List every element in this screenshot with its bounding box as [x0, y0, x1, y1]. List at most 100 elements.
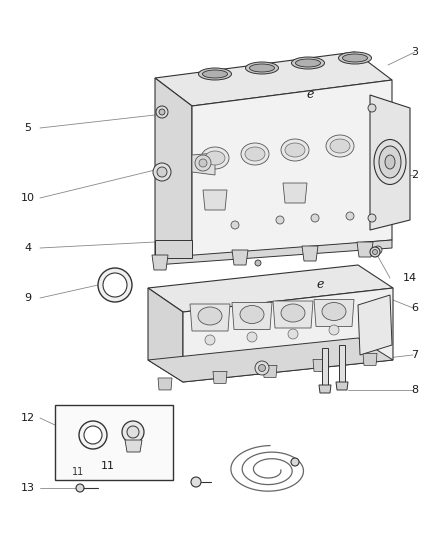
- Text: 14: 14: [403, 273, 417, 283]
- Text: 13: 13: [21, 483, 35, 493]
- Bar: [55, 405, 173, 480]
- Circle shape: [156, 106, 168, 118]
- Ellipse shape: [330, 139, 350, 153]
- Circle shape: [329, 325, 339, 335]
- Text: e: e: [316, 279, 324, 292]
- Ellipse shape: [281, 304, 305, 322]
- Circle shape: [346, 212, 354, 220]
- Polygon shape: [148, 265, 393, 312]
- Ellipse shape: [379, 146, 401, 178]
- Circle shape: [98, 268, 132, 302]
- Polygon shape: [314, 300, 354, 327]
- Ellipse shape: [241, 143, 269, 165]
- Circle shape: [195, 155, 211, 171]
- Polygon shape: [155, 78, 192, 258]
- Ellipse shape: [198, 68, 232, 80]
- Ellipse shape: [322, 303, 346, 320]
- Text: 2: 2: [411, 170, 419, 180]
- Text: 7: 7: [411, 350, 419, 360]
- Polygon shape: [273, 301, 313, 328]
- Ellipse shape: [339, 52, 371, 64]
- Ellipse shape: [292, 57, 325, 69]
- Ellipse shape: [246, 62, 279, 74]
- Ellipse shape: [285, 143, 305, 157]
- Polygon shape: [192, 80, 392, 258]
- Text: 9: 9: [25, 293, 32, 303]
- Text: 10: 10: [21, 193, 35, 203]
- Ellipse shape: [250, 64, 275, 72]
- Polygon shape: [148, 338, 393, 382]
- Text: 5: 5: [25, 123, 32, 133]
- Polygon shape: [155, 240, 192, 258]
- Ellipse shape: [385, 155, 395, 169]
- Polygon shape: [190, 304, 230, 331]
- Text: 4: 4: [25, 243, 32, 253]
- Circle shape: [153, 163, 171, 181]
- Circle shape: [258, 365, 265, 372]
- Ellipse shape: [245, 147, 265, 161]
- Ellipse shape: [198, 307, 222, 325]
- Ellipse shape: [205, 151, 225, 165]
- Polygon shape: [192, 153, 215, 175]
- Text: 11: 11: [101, 461, 115, 471]
- Ellipse shape: [201, 147, 229, 169]
- Circle shape: [127, 426, 139, 438]
- Circle shape: [76, 484, 84, 492]
- Circle shape: [372, 249, 378, 254]
- Polygon shape: [148, 288, 183, 382]
- Polygon shape: [232, 303, 272, 329]
- Circle shape: [247, 332, 257, 342]
- Circle shape: [231, 221, 239, 229]
- Polygon shape: [213, 372, 227, 383]
- Polygon shape: [263, 365, 277, 377]
- Circle shape: [291, 458, 299, 466]
- Polygon shape: [319, 385, 331, 393]
- Text: e: e: [306, 88, 314, 101]
- Circle shape: [374, 246, 382, 254]
- Ellipse shape: [326, 135, 354, 157]
- Text: 3: 3: [411, 47, 418, 57]
- Circle shape: [368, 214, 376, 222]
- Circle shape: [205, 335, 215, 345]
- Polygon shape: [339, 345, 345, 382]
- Circle shape: [370, 247, 380, 257]
- Polygon shape: [302, 246, 318, 261]
- Polygon shape: [152, 255, 168, 270]
- Circle shape: [199, 159, 207, 167]
- Circle shape: [288, 329, 298, 339]
- Circle shape: [276, 216, 284, 224]
- Polygon shape: [313, 359, 327, 372]
- Circle shape: [159, 109, 165, 115]
- Polygon shape: [357, 242, 373, 257]
- Polygon shape: [125, 440, 142, 452]
- Circle shape: [191, 477, 201, 487]
- Circle shape: [311, 214, 319, 222]
- Polygon shape: [336, 382, 348, 390]
- Text: 11: 11: [72, 467, 84, 477]
- Circle shape: [103, 273, 127, 297]
- Ellipse shape: [343, 54, 367, 62]
- Circle shape: [122, 421, 144, 443]
- Polygon shape: [155, 52, 392, 106]
- Text: 6: 6: [411, 303, 418, 313]
- Ellipse shape: [240, 305, 264, 324]
- Ellipse shape: [296, 59, 321, 67]
- Ellipse shape: [374, 140, 406, 184]
- Polygon shape: [370, 95, 410, 230]
- Polygon shape: [363, 353, 377, 365]
- Circle shape: [368, 104, 376, 112]
- Polygon shape: [283, 183, 307, 203]
- Polygon shape: [158, 378, 172, 390]
- Circle shape: [157, 167, 167, 177]
- Circle shape: [84, 426, 102, 444]
- Text: 12: 12: [21, 413, 35, 423]
- Text: 8: 8: [411, 385, 419, 395]
- Polygon shape: [203, 190, 227, 210]
- Polygon shape: [183, 288, 393, 382]
- Circle shape: [255, 260, 261, 266]
- Polygon shape: [155, 240, 392, 265]
- Ellipse shape: [202, 70, 227, 78]
- Ellipse shape: [281, 139, 309, 161]
- Polygon shape: [322, 348, 328, 385]
- Circle shape: [79, 421, 107, 449]
